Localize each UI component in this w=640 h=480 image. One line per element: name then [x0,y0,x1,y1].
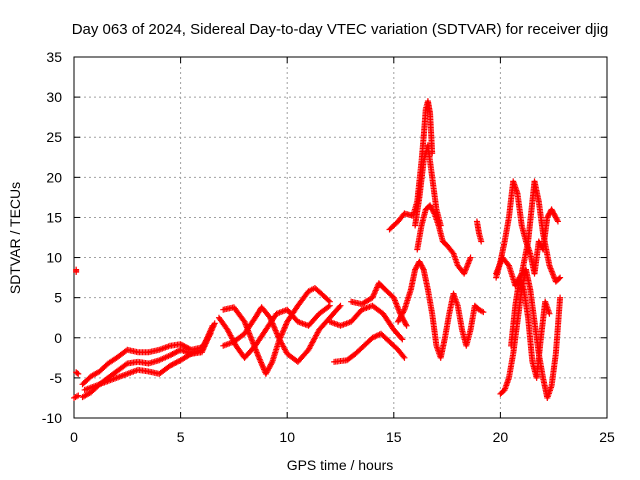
series-s3 [71,392,82,401]
series-s14 [412,142,444,229]
data-point [75,370,82,377]
data-point [557,274,564,281]
data-point [480,309,487,316]
x-tick-label: 5 [177,429,185,445]
series-s18 [493,178,561,281]
data-point [554,217,561,224]
data-point [400,308,407,315]
y-tick-label: 20 [46,169,62,185]
data-point [74,370,81,377]
series-s2 [73,369,82,377]
grid [74,57,607,418]
x-tick-label: 25 [599,429,615,445]
y-tick-label: 25 [46,129,62,145]
data-point [326,302,333,309]
series-s11 [331,330,408,365]
chart-title: Day 063 of 2024, Sidereal Day-to-day VTE… [72,21,609,38]
y-tick-label: 10 [46,250,62,266]
data-point [325,303,332,310]
data-point [478,238,485,245]
series-s16 [395,258,487,361]
series-s9 [220,302,344,365]
data-point [398,335,405,342]
x-tick-label: 20 [493,429,509,445]
data-point [556,275,563,282]
data-point [546,310,553,317]
data-point [211,320,218,327]
data-point [73,266,80,273]
tick-labels: 0 5 10 15 20 25 -10 -5 0 5 10 15 20 25 30 35 [42,49,615,445]
data-point [402,321,409,328]
data-point [75,392,82,399]
y-tick-label: -10 [42,410,62,426]
plot-frame [73,56,608,419]
series-s7 [220,285,333,377]
data-point [399,336,406,343]
data-point [336,303,343,310]
series-s15 [414,202,474,277]
data-point [419,265,426,272]
data-point [186,351,193,358]
series-s17 [473,218,485,245]
series-s6 [81,320,218,393]
series-s12 [348,280,410,329]
y-tick-label: -5 [50,370,63,386]
data-point [557,294,564,301]
data-point [122,361,129,368]
data-point [430,209,437,216]
data-point [403,322,410,329]
series-s1 [73,266,80,275]
x-axis-label: GPS time / hours [287,457,394,473]
y-tick-label: 5 [54,290,62,306]
data-point [467,254,474,261]
y-tick-label: 15 [46,209,62,225]
axes [73,56,608,419]
data-point [554,218,561,225]
data-point [400,353,407,360]
series-s21 [508,274,553,381]
x-tick-label: 10 [279,429,295,445]
data-point [325,297,332,304]
x-tick-label: 15 [386,429,402,445]
y-tick-label: 0 [54,330,62,346]
y-axis-label: SDTVAR / TECUs [7,182,23,294]
data-point [268,360,275,367]
y-tick-label: 35 [46,49,62,65]
data-series [71,98,564,401]
series-s10 [326,302,406,343]
x-tick-label: 0 [70,429,78,445]
data-point [337,302,344,309]
series-s20 [493,178,564,289]
data-point [401,354,408,361]
y-tick-label: 30 [46,89,62,105]
